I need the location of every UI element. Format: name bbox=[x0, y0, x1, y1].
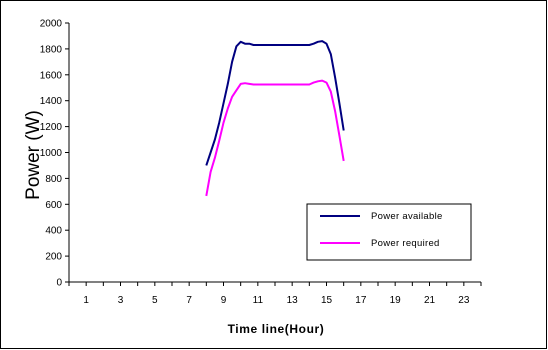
x-tick-label: 13 bbox=[287, 295, 299, 306]
y-tick-label: 1800 bbox=[40, 44, 63, 55]
y-tick-label: 1200 bbox=[40, 122, 63, 133]
y-tick-label: 1000 bbox=[40, 148, 63, 159]
y-tick-label: 0 bbox=[56, 278, 62, 289]
y-tick-label: 1600 bbox=[40, 70, 63, 81]
y-tick-label: 800 bbox=[45, 174, 62, 185]
series-line-power-required bbox=[205, 79, 345, 197]
y-tick-label: 400 bbox=[45, 226, 62, 237]
x-tick-label: 17 bbox=[355, 295, 367, 306]
x-tick-label: 11 bbox=[253, 295, 264, 306]
y-tick-label: 200 bbox=[45, 252, 62, 263]
y-tick-label: 600 bbox=[45, 200, 62, 211]
x-axis-label: Time line(Hour) bbox=[228, 322, 325, 336]
y-tick-label: 1400 bbox=[40, 96, 63, 107]
x-tick-label: 3 bbox=[118, 295, 124, 306]
legend-label-available: Power available bbox=[371, 211, 443, 222]
x-tick-label: 19 bbox=[390, 295, 402, 306]
x-tick-label: 9 bbox=[221, 295, 227, 306]
x-tick-label: 23 bbox=[458, 295, 470, 306]
x-tick-label: 7 bbox=[186, 295, 192, 306]
series-line-power-available bbox=[205, 40, 345, 166]
x-tick-label: 1 bbox=[83, 295, 89, 306]
y-tick-label: 2000 bbox=[40, 19, 63, 30]
legend-box bbox=[306, 203, 472, 261]
legend-label-required: Power required bbox=[371, 238, 440, 249]
x-tick-label: 15 bbox=[321, 295, 333, 306]
x-tick-label: 5 bbox=[152, 295, 158, 306]
x-tick-label: 21 bbox=[424, 295, 436, 306]
y-axis-label: Power (W) bbox=[23, 110, 44, 200]
